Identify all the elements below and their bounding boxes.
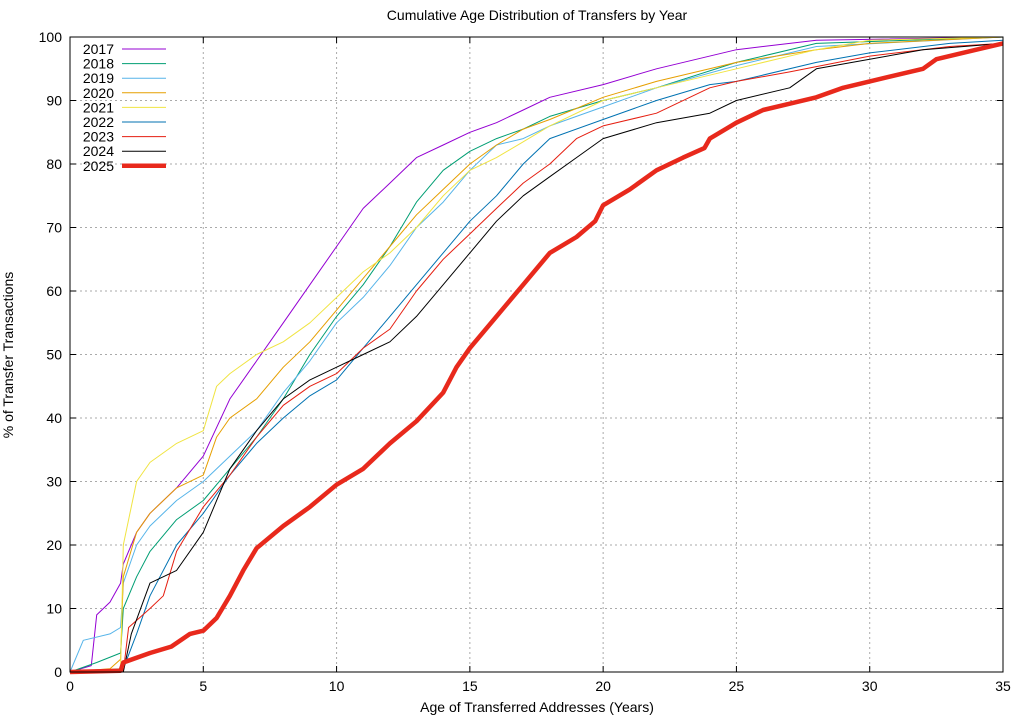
legend-label: 2017 (83, 41, 114, 57)
legend-label: 2024 (83, 143, 114, 159)
series-line-2022 (69, 39, 1004, 673)
y-tick-label: 20 (46, 537, 62, 553)
series-line-2021 (69, 36, 1004, 673)
x-tick-label: 5 (199, 678, 207, 694)
x-tick-label: 25 (729, 678, 745, 694)
y-tick-label: 30 (46, 474, 62, 490)
series-line-2017 (69, 36, 1004, 673)
y-tick-label: 10 (46, 601, 62, 617)
plot-frame (69, 36, 1004, 673)
series-line-2018 (69, 36, 1004, 673)
x-tick-label: 30 (862, 678, 878, 694)
y-tick-label: 0 (54, 664, 62, 680)
grid (70, 37, 1003, 672)
chart-title: Cumulative Age Distribution of Transfers… (387, 7, 688, 23)
y-tick-label: 80 (46, 156, 62, 172)
y-tick-label: 50 (46, 347, 62, 363)
x-tick-label: 10 (329, 678, 345, 694)
legend-label: 2020 (83, 85, 114, 101)
y-tick-label: 70 (46, 220, 62, 236)
legend-label: 2023 (83, 129, 114, 145)
legend-label: 2018 (83, 56, 114, 72)
y-tick-label: 60 (46, 283, 62, 299)
legend-label: 2022 (83, 114, 114, 130)
legend-label: 2025 (83, 158, 114, 174)
legend-label: 2021 (83, 99, 114, 115)
y-axis-label: % of Transfer Transactions (0, 272, 16, 439)
series-line-2020 (69, 36, 1004, 673)
y-tick-label: 90 (46, 93, 62, 109)
series-line-2023 (70, 42, 1004, 673)
x-tick-label: 0 (66, 678, 74, 694)
legend-label: 2019 (83, 70, 114, 86)
series-line-2024 (70, 42, 1004, 673)
x-tick-label: 15 (462, 678, 478, 694)
y-tick-label: 100 (39, 29, 63, 45)
x-axis-label: Age of Transferred Addresses (Years) (420, 699, 654, 715)
series-line-2025 (69, 41, 1004, 675)
x-tick-label: 35 (995, 678, 1011, 694)
y-tick-label: 40 (46, 410, 62, 426)
series-line-2019 (69, 36, 1004, 673)
series-lines (69, 36, 1004, 675)
x-tick-label: 20 (595, 678, 611, 694)
